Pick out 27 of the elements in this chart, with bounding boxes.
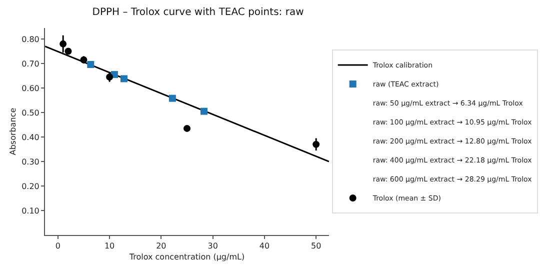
point (168, 94, 176, 102)
y-axis-title: Absorbance (8, 108, 18, 156)
y-tick-label: 0.70 (22, 59, 40, 68)
x-tick-label: 40 (259, 242, 270, 251)
point (64, 48, 72, 55)
point (184, 124, 190, 132)
x-tick-label: 20 (156, 242, 166, 251)
y-tick-label: 0.20 (22, 182, 40, 191)
x-tick-label: 10 (104, 242, 115, 251)
x-tick-label: 50 (310, 242, 322, 251)
point (106, 73, 114, 80)
y-tick-label: 0.50 (22, 108, 40, 118)
y-tick-label: 0.60 (22, 84, 40, 93)
point (87, 61, 94, 68)
y-tick-label: 0.30 (22, 157, 40, 166)
y-tick-label: 0.80 (22, 34, 40, 44)
point (120, 75, 128, 82)
point (200, 108, 208, 115)
x-tick-label: 0 (55, 242, 60, 251)
y-tick-label: 0.40 (22, 132, 40, 142)
chart-title: DPPH – Trolox curve with TEAC points: raw (92, 7, 304, 18)
x-axis-title: Trolox concentration (µg/mL) (128, 252, 245, 262)
x-tick-label: 30 (208, 242, 218, 251)
point (312, 140, 320, 148)
point (60, 40, 67, 48)
point (80, 56, 88, 64)
y-tick-label: 0.10 (22, 206, 40, 216)
